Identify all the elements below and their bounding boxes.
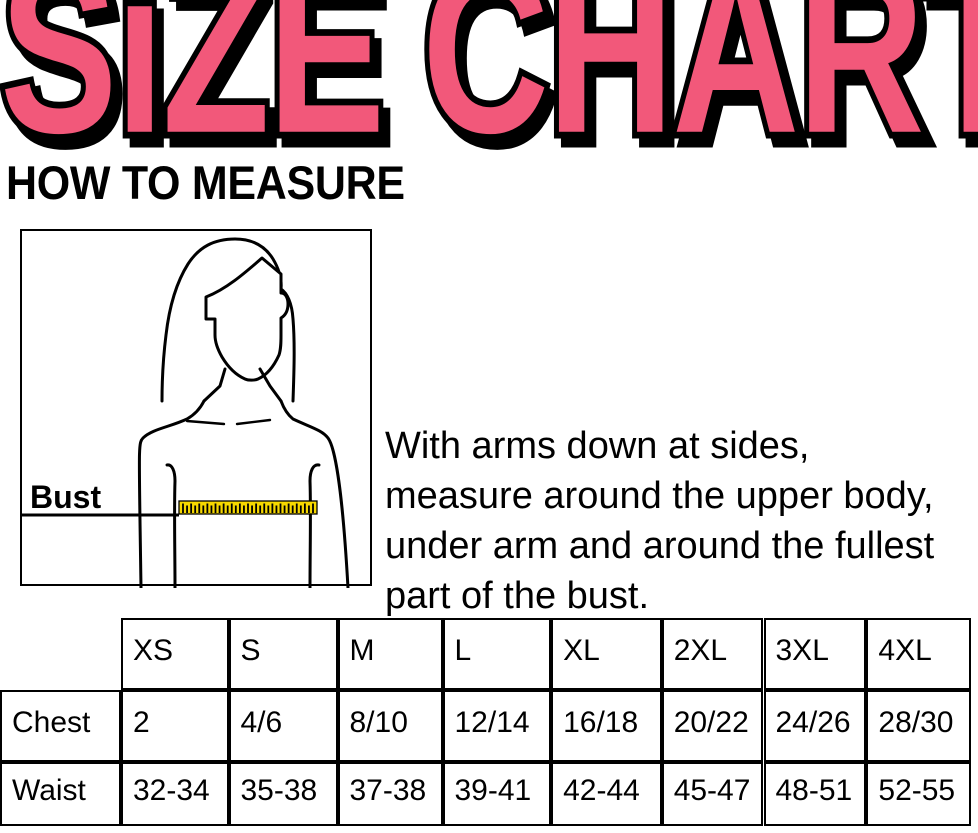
svg-text:Bust: Bust	[30, 479, 101, 515]
